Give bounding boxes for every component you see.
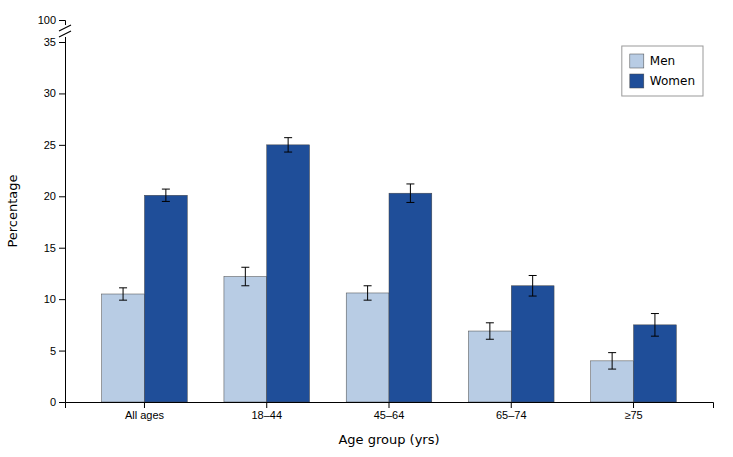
y-tick-label: 100 [38, 14, 56, 26]
axis-break-mask [60, 25, 70, 37]
x-tick-label: All ages [125, 409, 165, 421]
x-tick-mark [389, 402, 390, 408]
x-tick: 65–74 [496, 402, 527, 421]
bar [468, 331, 511, 402]
legend-swatch [630, 74, 644, 88]
y-tick-label: 10 [44, 293, 56, 305]
x-axis-line [66, 403, 714, 409]
error-bar [241, 267, 249, 286]
error-bar [162, 189, 170, 201]
error-bar [364, 286, 372, 300]
legend-frame [622, 46, 703, 96]
x-tick-mark [633, 402, 634, 408]
y-tick-label: 35 [44, 36, 56, 48]
error-bar [651, 314, 659, 337]
y-tick-label: 25 [44, 139, 56, 151]
error-bar [406, 184, 414, 203]
y-tick-mark [59, 145, 65, 146]
y-axis-line [59, 21, 66, 403]
x-axis: All ages 18–44 45–64 65–74 ≥75 [66, 402, 714, 421]
legend: Men Women [622, 46, 703, 96]
y-tick-label: 5 [50, 345, 56, 357]
bar [346, 293, 389, 402]
y-tick-mark [59, 402, 65, 403]
y-tick: 5 [50, 345, 65, 357]
x-tick-label: 18–44 [251, 409, 282, 421]
bar [511, 286, 554, 402]
axis-break-slash [59, 31, 71, 37]
y-axis: 0 5 10 15 20 25 30 35 100 [38, 14, 66, 408]
y-tick-label: 15 [44, 242, 56, 254]
legend-swatch [630, 54, 644, 68]
y-tick-label: 0 [50, 396, 56, 408]
error-bar [608, 353, 616, 369]
x-tick-label: 45–64 [374, 409, 405, 421]
y-tick-mark [59, 93, 65, 94]
legend-item: Men [630, 54, 675, 68]
legend-label: Men [650, 54, 675, 68]
x-tick-label: 65–74 [496, 409, 527, 421]
y-tick-mark [59, 248, 65, 249]
y-tick-mark [59, 351, 65, 352]
bar [224, 277, 267, 402]
x-axis-title: Age group (yrs) [338, 432, 439, 447]
series [144, 138, 676, 402]
axis-break [59, 25, 71, 37]
bar [102, 294, 145, 402]
marks [102, 138, 677, 402]
y-tick-mark [59, 42, 65, 43]
y-tick: 100 [38, 14, 65, 26]
legend-item: Women [630, 74, 695, 88]
error-bar [284, 138, 292, 152]
y-tick-label: 20 [44, 190, 56, 202]
plot: All ages 18–44 45–64 65–74 ≥75 0 5 10 15 20 25 30 35… [5, 14, 714, 447]
chart: All ages 18–44 45–64 65–74 ≥75 0 5 10 15 20 25 30 35… [0, 0, 733, 457]
y-tick: 0 [50, 396, 65, 408]
y-tick-label: 30 [44, 87, 56, 99]
x-tick: ≥75 [624, 402, 642, 421]
x-tick: 45–64 [374, 402, 405, 421]
x-tick-mark [511, 402, 512, 408]
bar [144, 195, 187, 402]
x-tick: 18–44 [251, 402, 282, 421]
axis-break-slash [59, 25, 71, 31]
y-tick: 20 [44, 190, 65, 202]
error-bar [486, 323, 494, 339]
y-tick: 25 [44, 139, 65, 151]
error-bar [529, 275, 537, 296]
bar [267, 145, 310, 402]
y-tick-mark [59, 20, 65, 21]
bar [389, 193, 432, 402]
y-tick-mark [59, 299, 65, 300]
legend-label: Women [650, 74, 695, 88]
x-tick: All ages [125, 402, 165, 421]
x-tick-label: ≥75 [624, 409, 642, 421]
error-bar [119, 288, 127, 300]
y-tick: 15 [44, 242, 65, 254]
y-tick: 30 [44, 87, 65, 99]
y-tick-mark [59, 196, 65, 197]
x-tick-mark [144, 402, 145, 408]
y-tick: 35 [44, 36, 65, 48]
y-axis-title: Percentage [5, 174, 20, 247]
x-tick-mark [266, 402, 267, 408]
y-tick: 10 [44, 293, 65, 305]
